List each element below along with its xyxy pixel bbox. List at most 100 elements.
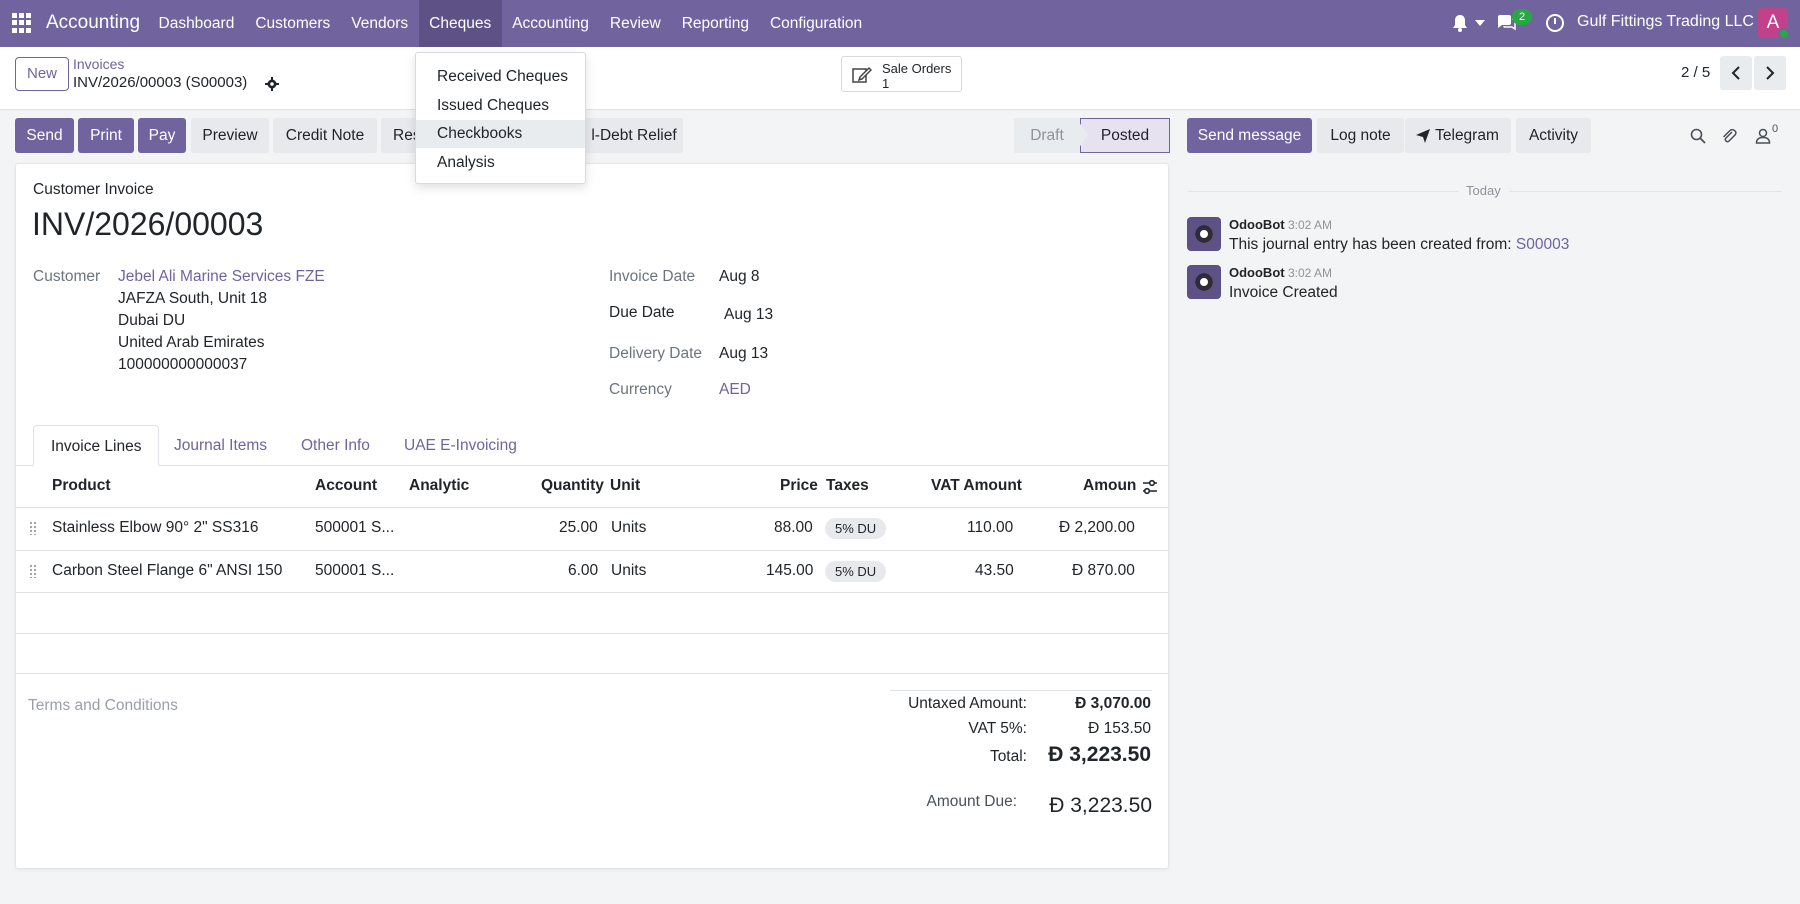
column-analytic[interactable]: Analytic xyxy=(409,477,470,494)
message-time: 3:02 AM xyxy=(1288,218,1333,232)
menu-item-analysis[interactable]: Analysis xyxy=(437,154,495,171)
column-amount[interactable]: Amount xyxy=(1083,477,1136,494)
main-menu: Dashboard Customers Vendors Cheques Acco… xyxy=(148,0,873,47)
print-button[interactable]: Print xyxy=(78,118,134,153)
tab-journal-items[interactable]: Journal Items xyxy=(174,437,268,454)
status-draft[interactable]: Draft xyxy=(1014,118,1080,153)
pager-previous-button[interactable] xyxy=(1720,56,1752,90)
line-amount: Đ 2,200.00 xyxy=(1059,519,1135,536)
line-product[interactable]: Stainless Elbow 90° 2" SS316 xyxy=(52,519,259,536)
menu-reporting[interactable]: Reporting xyxy=(681,15,749,32)
smart-button-value: 1 xyxy=(882,76,890,91)
menu-configuration[interactable]: Configuration xyxy=(769,15,863,32)
line-price[interactable]: 88.00 xyxy=(774,519,813,536)
due-date-field[interactable]: Aug 13 xyxy=(724,306,774,323)
column-settings-icon[interactable] xyxy=(1142,479,1158,495)
line-unit[interactable]: Units xyxy=(611,519,647,536)
menu-vendors[interactable]: Vendors xyxy=(351,15,409,32)
menu-customers[interactable]: Customers xyxy=(255,15,331,32)
terms-and-conditions-field[interactable]: Terms and Conditions xyxy=(28,697,178,714)
chat-count-badge: 2 xyxy=(1512,9,1532,25)
message-text: This journal entry has been created from… xyxy=(1229,236,1516,253)
tab-uae-e-invoicing[interactable]: UAE E-Invoicing xyxy=(404,437,517,454)
credit-note-button[interactable]: Credit Note xyxy=(273,118,377,153)
total-label: Total: xyxy=(989,748,1027,765)
gear-icon[interactable] xyxy=(265,77,279,91)
column-vat-amount[interactable]: VAT Amount xyxy=(931,477,1022,494)
online-status-icon xyxy=(1778,28,1790,40)
column-account[interactable]: Account xyxy=(315,477,377,494)
delivery-date-label: Delivery Date xyxy=(609,345,703,362)
status-posted[interactable]: Posted xyxy=(1080,118,1170,153)
totals-divider xyxy=(890,690,1152,691)
send-message-button[interactable]: Send message xyxy=(1187,118,1312,153)
pager-next-button[interactable] xyxy=(1754,56,1786,90)
chevron-down-icon[interactable] xyxy=(1475,20,1485,26)
clock-icon[interactable] xyxy=(1546,14,1564,32)
message-body: Invoice Created xyxy=(1229,284,1338,301)
message-link-sale-order[interactable]: S00003 xyxy=(1515,236,1570,253)
column-taxes[interactable]: Taxes xyxy=(826,477,869,494)
column-unit[interactable]: Unit xyxy=(610,477,641,494)
pay-button[interactable]: Pay xyxy=(138,118,186,153)
drag-handle-icon[interactable] xyxy=(29,521,37,535)
drag-handle-icon[interactable] xyxy=(29,564,37,578)
table-row-divider xyxy=(15,592,1169,593)
customer-address-line: United Arab Emirates xyxy=(118,334,265,351)
new-button[interactable]: New xyxy=(15,57,69,91)
menu-item-received-cheques[interactable]: Received Cheques xyxy=(437,68,568,85)
menu-item-issued-cheques[interactable]: Issued Cheques xyxy=(437,97,550,114)
message-author[interactable]: OdooBot xyxy=(1229,265,1285,280)
activity-button[interactable]: Activity xyxy=(1516,118,1591,153)
tab-other-info[interactable]: Other Info xyxy=(301,437,370,454)
tab-invoice-lines[interactable]: Invoice Lines xyxy=(33,425,160,466)
app-brand[interactable]: Accounting xyxy=(46,12,141,33)
menu-review[interactable]: Review xyxy=(609,15,661,32)
column-product[interactable]: Product xyxy=(52,477,111,494)
invoice-date-field[interactable]: Aug 8 xyxy=(719,268,760,285)
bell-icon[interactable] xyxy=(1452,14,1468,32)
line-quantity[interactable]: 6.00 xyxy=(568,562,599,579)
menu-cheques[interactable]: Cheques xyxy=(418,0,502,47)
sale-orders-smart-button[interactable]: Sale Orders 1 xyxy=(841,56,962,92)
line-amount: Đ 870.00 xyxy=(1072,562,1135,579)
menu-accounting[interactable]: Accounting xyxy=(512,15,589,32)
tax-tag[interactable]: 5% DU xyxy=(825,561,887,582)
column-quantity[interactable]: Quantity xyxy=(541,477,604,494)
line-account[interactable]: 500001 S... xyxy=(315,519,395,536)
menu-item-checkbooks[interactable]: Checkbooks xyxy=(416,120,585,148)
delivery-date-field[interactable]: Aug 13 xyxy=(719,345,769,362)
customer-link[interactable]: Jebel Ali Marine Services FZE xyxy=(118,268,325,285)
control-panel: New Invoices INV/2026/00003 (S00003) Sal… xyxy=(0,47,1800,110)
chevron-right-icon xyxy=(1766,66,1775,80)
company-switcher[interactable]: Gulf Fittings Trading LLC xyxy=(1577,13,1754,30)
search-icon[interactable] xyxy=(1690,128,1706,144)
apps-grid-icon[interactable] xyxy=(12,13,32,33)
line-account[interactable]: 500001 S... xyxy=(315,562,395,579)
top-navbar: Accounting Dashboard Customers Vendors C… xyxy=(0,0,1800,47)
log-note-button[interactable]: Log note xyxy=(1317,118,1404,153)
pager-value[interactable]: 2 / 5 xyxy=(1681,64,1711,81)
tax-tag[interactable]: 5% DU xyxy=(825,518,887,539)
total-value: Đ 3,223.50 xyxy=(1048,743,1151,766)
line-price[interactable]: 145.00 xyxy=(766,562,814,579)
followers-icon[interactable] xyxy=(1755,128,1771,144)
menu-dashboard[interactable]: Dashboard xyxy=(158,15,235,32)
smart-button-label: Sale Orders xyxy=(882,61,952,76)
telegram-button[interactable]: Telegram xyxy=(1405,118,1511,153)
send-button[interactable]: Send xyxy=(15,118,74,153)
paperclip-icon[interactable] xyxy=(1721,128,1737,144)
column-price[interactable]: Price xyxy=(780,477,818,494)
preview-button[interactable]: Preview xyxy=(191,118,269,153)
line-product[interactable]: Carbon Steel Flange 6" ANSI 150 xyxy=(52,562,283,579)
currency-field[interactable]: AED xyxy=(719,381,751,398)
line-quantity[interactable]: 25.00 xyxy=(559,519,598,536)
breadcrumb-invoices[interactable]: Invoices xyxy=(73,56,125,72)
line-unit[interactable]: Units xyxy=(611,562,647,579)
bad-debt-relief-button[interactable]: l-Debt Relief xyxy=(585,118,683,153)
customer-address-line: Dubai DU xyxy=(118,312,186,329)
message-author[interactable]: OdooBot xyxy=(1229,217,1285,232)
edit-icon xyxy=(852,66,872,83)
invoice-number: INV/2026/00003 xyxy=(32,206,264,242)
customer-label: Customer xyxy=(33,268,101,285)
